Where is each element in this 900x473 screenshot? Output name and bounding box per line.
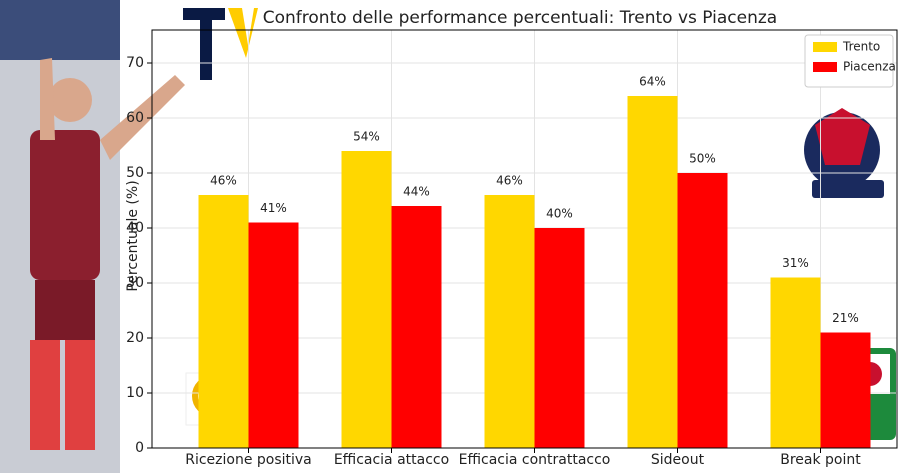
legend-label: Piacenza bbox=[843, 60, 896, 74]
value-label: 64% bbox=[639, 75, 666, 89]
value-label: 40% bbox=[546, 207, 573, 221]
bar bbox=[391, 206, 442, 448]
value-label: 44% bbox=[403, 185, 430, 199]
value-label: 46% bbox=[496, 174, 523, 188]
bar bbox=[770, 277, 821, 448]
y-axis-label: Percentuale (%) bbox=[125, 180, 141, 291]
bar bbox=[198, 195, 249, 448]
bar bbox=[820, 332, 871, 448]
x-tick-label: Ricezione positiva bbox=[185, 452, 312, 468]
bar bbox=[677, 173, 728, 448]
piacenza-logo bbox=[804, 108, 884, 198]
legend-swatch bbox=[813, 62, 837, 72]
y-tick-label: 50 bbox=[126, 165, 144, 181]
x-tick-label: Efficacia contrattacco bbox=[459, 452, 611, 468]
x-tick-label: Break point bbox=[780, 452, 861, 468]
y-tick-label: 70 bbox=[126, 55, 144, 71]
y-tick-label: 40 bbox=[126, 220, 144, 236]
value-label: 46% bbox=[210, 174, 237, 188]
y-tick-label: 20 bbox=[126, 330, 144, 346]
bar bbox=[341, 151, 392, 448]
x-tick-label: Sideout bbox=[651, 452, 705, 468]
y-tick-label: 60 bbox=[126, 110, 144, 126]
bar bbox=[484, 195, 535, 448]
value-label: 54% bbox=[353, 130, 380, 144]
legend-swatch bbox=[813, 42, 837, 52]
chart-title: Confronto delle performance percentuali:… bbox=[263, 8, 777, 28]
bar bbox=[534, 228, 585, 448]
bar bbox=[248, 222, 299, 448]
y-tick-label: 10 bbox=[126, 385, 144, 401]
value-label: 31% bbox=[782, 256, 809, 270]
trento-logo bbox=[183, 8, 258, 80]
player-photo bbox=[0, 0, 185, 473]
y-tick-label: 30 bbox=[126, 275, 144, 291]
value-label: 41% bbox=[260, 201, 287, 215]
legend-label: Trento bbox=[842, 40, 880, 54]
axes-frame bbox=[151, 29, 898, 449]
y-tick-label: 0 bbox=[135, 440, 144, 456]
value-label: 50% bbox=[689, 152, 716, 166]
value-label: 21% bbox=[832, 311, 859, 325]
x-tick-label: Efficacia attacco bbox=[334, 452, 449, 468]
bar bbox=[627, 96, 678, 448]
